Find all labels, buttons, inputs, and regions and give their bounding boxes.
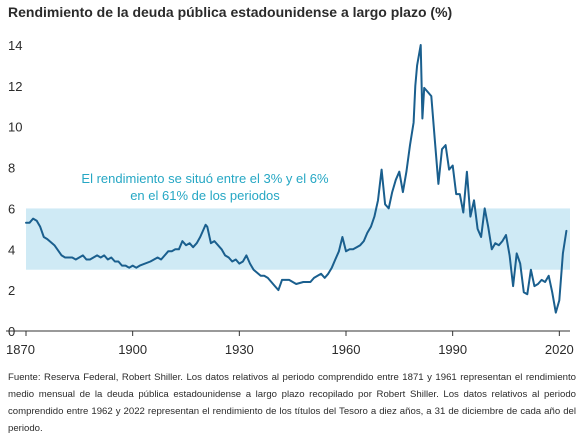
y-tick-label: 14 (8, 38, 22, 53)
band-layer (26, 208, 570, 270)
annotation-line-2: en el 61% de los periodos (130, 188, 280, 203)
source-note: Fuente: Reserva Federal, Robert Shiller.… (8, 372, 576, 434)
axis-layer: 0 2 4 6 8 10 12 14 1870 1900 1930 1960 1990 2020 (6, 38, 574, 357)
x-tick-label: 1900 (118, 342, 147, 357)
y-tick-label: 4 (8, 242, 15, 257)
yield-line-chart: El rendimiento se situó entre el 3% y el… (6, 38, 574, 357)
y-tick-label: 0 (8, 324, 15, 339)
y-tick-label: 2 (8, 283, 15, 298)
x-tick-label: 1990 (438, 342, 467, 357)
x-tick-label: 1930 (225, 342, 254, 357)
series-layer (25, 44, 568, 314)
y-tick-label: 6 (8, 201, 15, 216)
y-tick-label: 8 (8, 161, 15, 176)
y-tick-label: 12 (8, 79, 22, 94)
annotation-line-1: El rendimiento se situó entre el 3% y el… (81, 171, 329, 186)
x-tick-label: 1960 (332, 342, 361, 357)
x-tick-label: 1870 (6, 342, 35, 357)
chart-title: Rendimiento de la deuda pública estadoun… (8, 4, 453, 20)
yield-range-band (26, 208, 570, 270)
y-tick-label: 10 (8, 120, 22, 135)
x-tick-label: 2020 (545, 342, 574, 357)
annotation-layer: El rendimiento se situó entre el 3% y el… (81, 171, 329, 203)
yield-series-line (25, 44, 568, 314)
